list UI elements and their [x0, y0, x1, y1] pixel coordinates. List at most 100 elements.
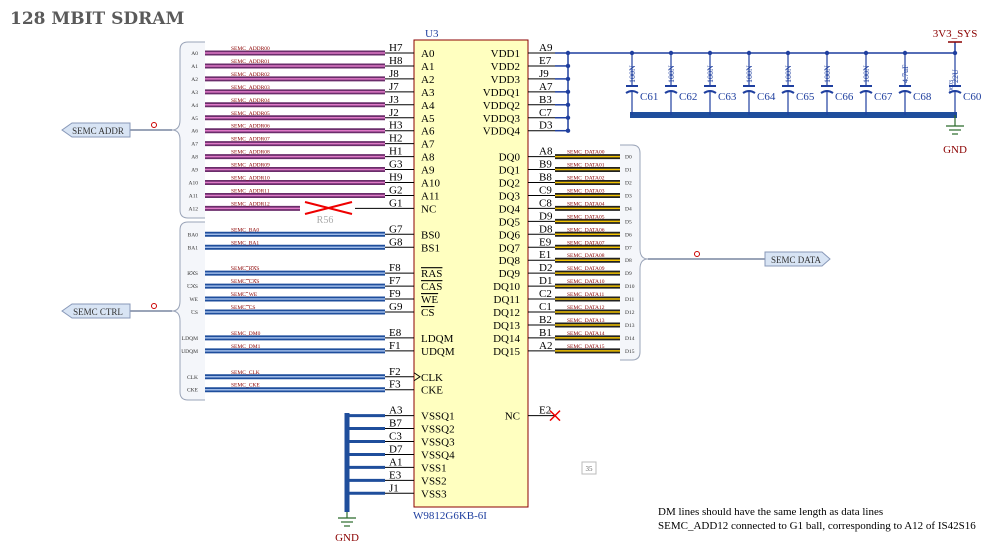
port-pin-label: LDQM [182, 336, 198, 342]
junction [707, 50, 713, 56]
pin-name: A2 [421, 74, 434, 86]
cap-value: 100N [667, 65, 676, 83]
pin-number: C7 [539, 107, 552, 119]
pin-name: VDD1 [491, 48, 520, 60]
port-pin-label: D15 [625, 349, 635, 355]
pin-number: G7 [389, 223, 403, 235]
net-label: SEMC_DATA09 [567, 266, 605, 272]
pin-number: D2 [539, 262, 552, 274]
pin-number: E9 [539, 236, 552, 248]
port-pin-label: D11 [625, 297, 635, 303]
net-label: SEMC_CLK [231, 370, 260, 376]
pin-number: C1 [539, 301, 552, 313]
pin-number: F8 [389, 262, 401, 274]
pin-number: F3 [389, 379, 401, 391]
pin-number: H3 [389, 120, 403, 132]
net-label: SEMC_DATA00 [567, 150, 605, 156]
net-label: SEMC_DATA07 [567, 240, 605, 246]
junction [565, 115, 571, 120]
net-label: SEMC_ADDR00 [231, 46, 270, 52]
pin-number: J3 [389, 94, 399, 106]
pin-number: E2 [539, 405, 551, 417]
pin-name: DQ11 [494, 294, 520, 306]
pin-number: F9 [389, 288, 401, 300]
clock-marker [413, 372, 421, 382]
pin-number: B2 [539, 314, 552, 326]
pin-name: VSSQ3 [421, 437, 455, 449]
net-label: SEMC_DM1 [231, 344, 261, 350]
pin-name: CS [421, 307, 434, 319]
net-label: SEMC_DATA06 [567, 227, 605, 233]
pin-number: F2 [389, 366, 401, 378]
net-label: SEMC_DATA03 [567, 188, 605, 194]
net-label: SEMC_ADDR10 [231, 176, 270, 182]
pin-number: E1 [539, 249, 551, 261]
pin-name: A1 [421, 61, 434, 73]
pin-name: DQ10 [493, 281, 520, 293]
junction [565, 76, 571, 82]
port-pin-label: A7 [191, 142, 198, 148]
net-label: SEMC_DATA08 [567, 253, 605, 259]
pin-name: A6 [421, 126, 435, 138]
junction [902, 50, 908, 56]
pin-name: NC [421, 203, 436, 215]
junction [746, 50, 752, 56]
cap-ref: C68 [913, 91, 932, 103]
cap-value: 100N [745, 65, 754, 83]
port-pin-label: RAS [187, 271, 198, 277]
pin-name: LDQM [421, 333, 454, 345]
net-label: SEMC_DATA11 [567, 292, 604, 298]
chip-part: W9812G6KB-6I [413, 510, 487, 522]
net-label: SEMC_DATA01 [567, 163, 605, 169]
port-pin-label: D9 [625, 271, 632, 277]
junction [565, 63, 571, 69]
resistor-ref: R56 [317, 215, 334, 226]
chip-body [413, 39, 529, 508]
cap-ref: C65 [796, 91, 815, 103]
ground-symbol [946, 115, 964, 135]
net-label: SEMC_DATA15 [567, 344, 605, 350]
port-pin-label: D0 [625, 155, 632, 161]
pin-name: DQ15 [493, 346, 520, 358]
pin-name: RAS [421, 268, 442, 280]
pin-name: A4 [421, 100, 435, 112]
port-pin-label: A6 [191, 129, 198, 135]
pin-number: B7 [389, 418, 402, 430]
port-pin-label: D13 [625, 323, 635, 329]
port-pin-label: UDQM [181, 349, 198, 355]
pin-name: VSSQ4 [421, 449, 455, 461]
port-pin-label: D5 [625, 219, 632, 225]
junction [629, 50, 635, 56]
pin-name: A3 [421, 87, 435, 99]
dnp-cross [304, 201, 353, 215]
junction [863, 50, 869, 56]
cap-value: 22U [951, 69, 960, 83]
port-pin-label: A0 [191, 51, 198, 57]
pin-name: DQ3 [499, 190, 521, 202]
pin-number: B1 [539, 327, 552, 339]
net-label: SEMC_CS [231, 305, 255, 311]
pin-number: H2 [389, 133, 402, 145]
ground-symbol [338, 512, 356, 527]
junction [785, 50, 791, 56]
port-pin-label: D10 [625, 284, 635, 290]
cap-value: 100N [823, 65, 832, 83]
pin-number: B3 [539, 94, 552, 106]
port-pin-label: D7 [625, 245, 632, 251]
pin-name: VDD3 [491, 74, 521, 86]
pin-number: E7 [539, 55, 552, 67]
harness-marker [151, 303, 157, 309]
pin-name: VDDQ1 [483, 87, 520, 99]
pin-number: G2 [389, 184, 402, 196]
port-pin-label: A10 [189, 181, 199, 187]
pin-number: A3 [389, 405, 403, 417]
port-label: SEMC DATA [771, 255, 822, 265]
pin-number: D1 [539, 275, 552, 287]
net-label: SEMC_ADDR05 [231, 111, 270, 117]
net-label: SEMC_WE [231, 292, 258, 298]
pin-number: A1 [389, 456, 402, 468]
port-pin-label: D2 [625, 181, 632, 187]
net-label: SEMC_ADDR09 [231, 163, 270, 169]
ground-label: GND [943, 144, 967, 156]
